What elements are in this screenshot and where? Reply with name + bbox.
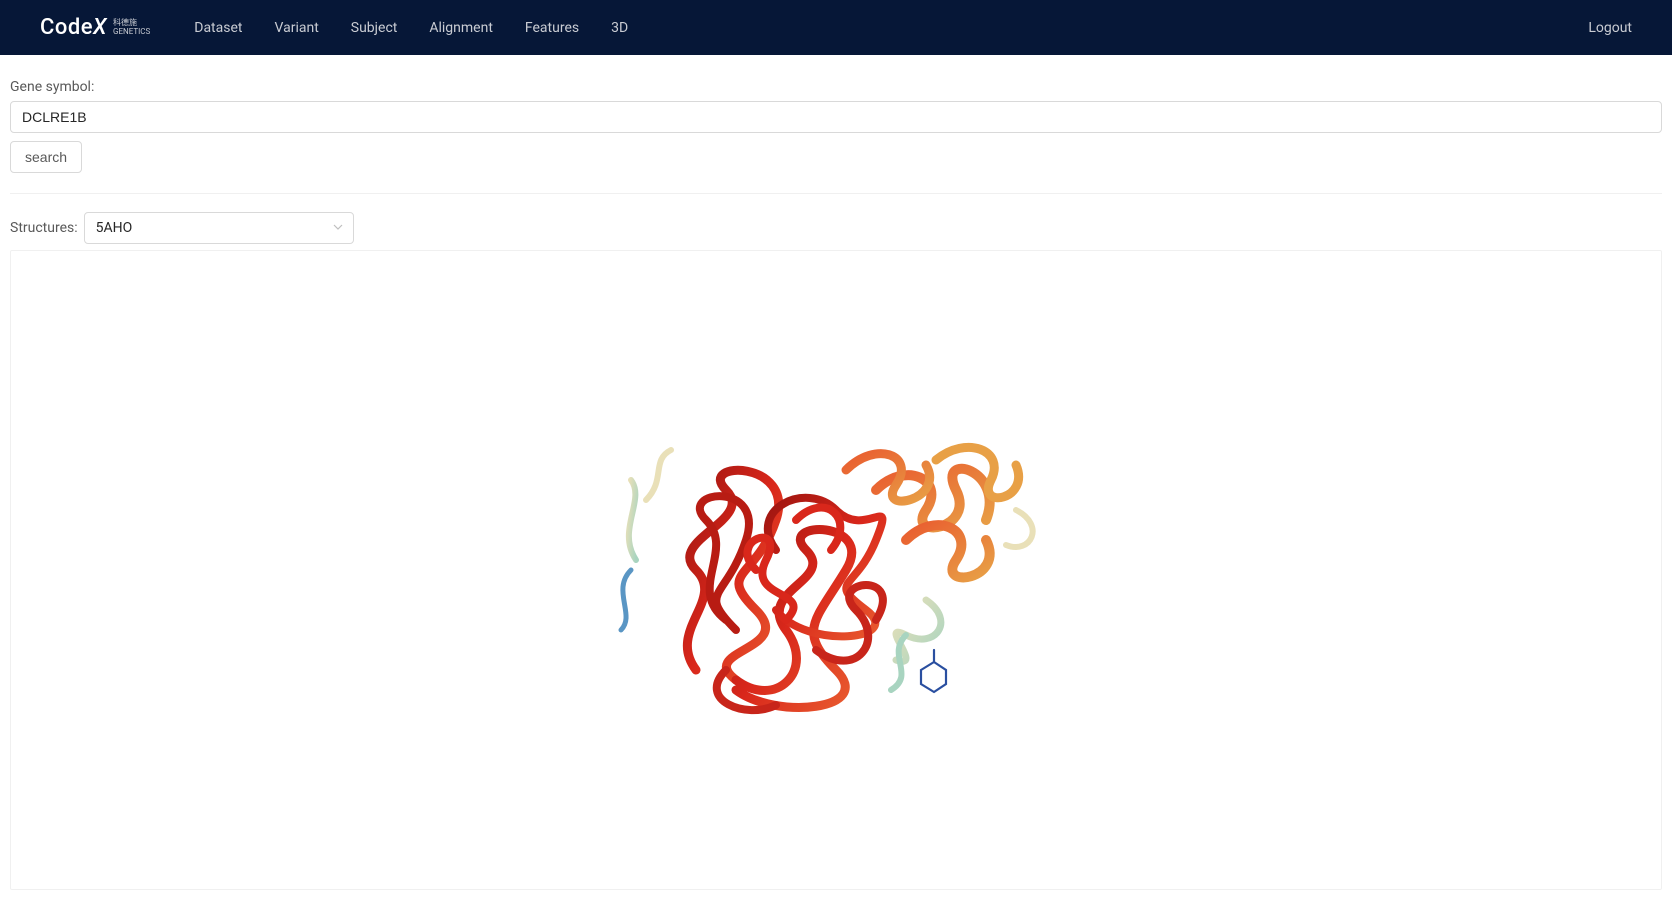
- structures-label: Structures:: [10, 220, 78, 236]
- gene-symbol-input[interactable]: [10, 101, 1662, 133]
- gene-symbol-label: Gene symbol:: [10, 79, 1662, 95]
- brand-logo[interactable]: CodeX 科德施 GENETICS: [40, 15, 150, 40]
- nav-subject[interactable]: Subject: [335, 0, 414, 55]
- structures-select[interactable]: 5AHO: [84, 212, 354, 244]
- nav-alignment[interactable]: Alignment: [413, 0, 509, 55]
- page-content: Gene symbol: search Structures: 5AHO: [0, 55, 1672, 900]
- structure-viewer[interactable]: [10, 250, 1662, 890]
- search-button[interactable]: search: [10, 141, 82, 173]
- top-navbar: CodeX 科德施 GENETICS Dataset Variant Subje…: [0, 0, 1672, 55]
- brand-sub: 科德施 GENETICS: [113, 19, 150, 37]
- logout-link[interactable]: Logout: [1588, 20, 1632, 36]
- section-divider: [10, 193, 1662, 194]
- nav-3d[interactable]: 3D: [595, 0, 644, 55]
- structures-selected-value: 5AHO: [96, 220, 133, 236]
- nav-links: Dataset Variant Subject Alignment Featur…: [178, 0, 644, 55]
- nav-variant[interactable]: Variant: [258, 0, 334, 55]
- protein-ribbon-icon: [576, 370, 1096, 770]
- nav-features[interactable]: Features: [509, 0, 595, 55]
- nav-dataset[interactable]: Dataset: [178, 0, 258, 55]
- chevron-down-icon: [333, 220, 343, 236]
- brand-main: CodeX: [40, 15, 107, 40]
- structures-row: Structures: 5AHO: [10, 212, 1662, 244]
